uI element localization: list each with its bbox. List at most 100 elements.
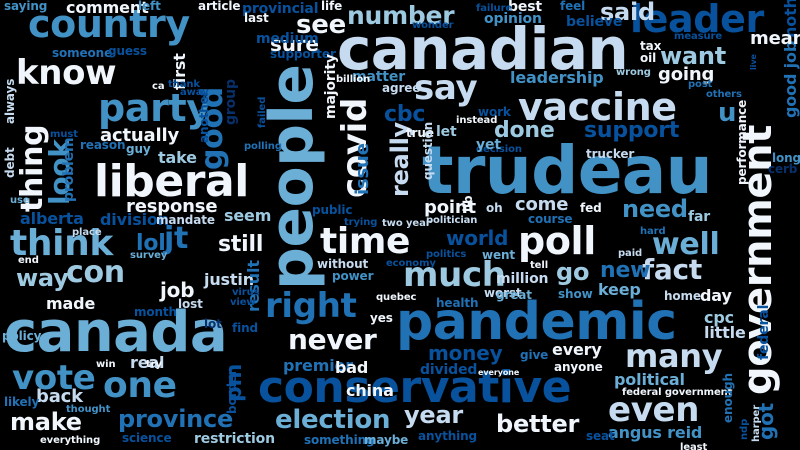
word-worst: worst: [484, 286, 522, 300]
word-job: job: [160, 278, 195, 302]
word-long: long: [772, 151, 800, 165]
word-thought: thought: [66, 404, 111, 415]
word-million: million: [496, 271, 549, 287]
word-right: right: [265, 286, 357, 326]
word-politics: politics: [426, 249, 467, 260]
word-public: public: [312, 203, 353, 217]
word-year: year: [404, 401, 463, 429]
word-give: give: [520, 348, 549, 362]
word-issue: issue: [352, 143, 373, 195]
word-win: win: [96, 359, 116, 370]
word-everything: everything: [40, 435, 101, 446]
word-policy: policy: [2, 329, 42, 343]
word-fed: fed: [580, 201, 602, 215]
word-poll: poll: [518, 219, 596, 263]
word-division: division: [100, 210, 169, 229]
word-country: country: [28, 2, 190, 46]
word-comment: comment: [66, 0, 149, 17]
word-feel: feel: [560, 0, 586, 13]
word-need: need: [622, 195, 688, 223]
word-canada: canada: [4, 300, 228, 365]
word-medium: medium: [256, 31, 319, 47]
word-vote: vote: [12, 358, 96, 398]
word-angus-reid: angus reid: [608, 423, 703, 442]
word-saying: saying: [4, 0, 48, 13]
word-trucker: trucker: [586, 147, 635, 161]
word-real: real: [130, 353, 165, 372]
word-new: new: [600, 258, 651, 283]
word-failed: failed: [257, 96, 268, 128]
word-ca: ca: [152, 81, 165, 92]
word-lot: lot: [204, 317, 222, 331]
word-harper: harper: [751, 404, 762, 442]
word-party: party: [98, 86, 211, 130]
word-trudeau: trudeau: [422, 132, 713, 209]
word-others: others: [706, 89, 742, 100]
word-use: use: [10, 195, 30, 206]
word-day: day: [700, 286, 732, 305]
word-post: post: [688, 79, 713, 90]
word-polling: polling: [244, 141, 282, 152]
word-response: response: [126, 196, 218, 217]
word-live: live: [749, 54, 758, 70]
word-performance: performance: [735, 99, 749, 185]
word-vaccine: vaccine: [518, 85, 677, 129]
word-trying: trying: [344, 217, 378, 228]
word-least: least: [680, 442, 708, 450]
word-con: con: [66, 255, 125, 290]
word-lost: lost: [178, 297, 203, 311]
word-someone: someone: [52, 46, 113, 60]
word-know: know: [16, 53, 117, 93]
word-cpc: cpc: [704, 308, 734, 327]
word-border: border: [225, 369, 239, 414]
word-make: make: [10, 408, 82, 436]
word-reason: reason: [80, 138, 126, 152]
word-true: true: [406, 126, 434, 140]
word-sure: sure: [270, 32, 319, 56]
word-instead: instead: [456, 115, 498, 126]
word-much: much: [403, 255, 506, 295]
word-leadership: leadership: [510, 68, 604, 87]
word-done: done: [494, 118, 555, 143]
word-provincial: provincial: [242, 1, 319, 17]
word-better: better: [496, 410, 580, 438]
word-federal: federal: [756, 304, 772, 360]
word-let: let: [436, 124, 457, 140]
word-even: even: [608, 390, 700, 430]
word-made: made: [46, 294, 96, 313]
word-politician: politician: [426, 215, 478, 226]
word-hard: hard: [640, 226, 666, 237]
word-power: power: [332, 269, 374, 283]
word-back: back: [36, 386, 83, 407]
word-without: without: [317, 257, 369, 271]
word-well: well: [652, 227, 720, 262]
word-paid: paid: [618, 248, 643, 259]
word-last: last: [244, 11, 269, 25]
word-good-job: good job: [781, 40, 800, 118]
word-went: went: [482, 248, 516, 262]
word-many: many: [625, 337, 723, 375]
word-world: world: [446, 226, 509, 250]
word-money: money: [428, 341, 503, 365]
word-canadian: canadian: [337, 15, 629, 83]
word-find: find: [232, 321, 258, 335]
word-actually: actually: [100, 125, 180, 146]
word-conservative: conservative: [258, 362, 572, 413]
word-justin: justin: [204, 270, 254, 289]
word-said: said: [600, 0, 655, 26]
word-month: month: [134, 305, 177, 319]
word-view: view: [230, 297, 256, 308]
word-people: people: [257, 64, 327, 290]
word-survey: survey: [130, 250, 168, 261]
word-lib: lib: [461, 195, 475, 212]
word-debt: debt: [3, 147, 17, 178]
word-every: every: [552, 340, 602, 359]
word-premier: premier: [283, 356, 353, 375]
word-end: end: [18, 255, 39, 266]
word-leader: leader: [630, 0, 764, 41]
word-time: time: [320, 221, 411, 262]
word-support: support: [584, 118, 680, 143]
word-alberta: alberta: [20, 209, 84, 228]
word-wrong: wrong: [616, 67, 651, 78]
